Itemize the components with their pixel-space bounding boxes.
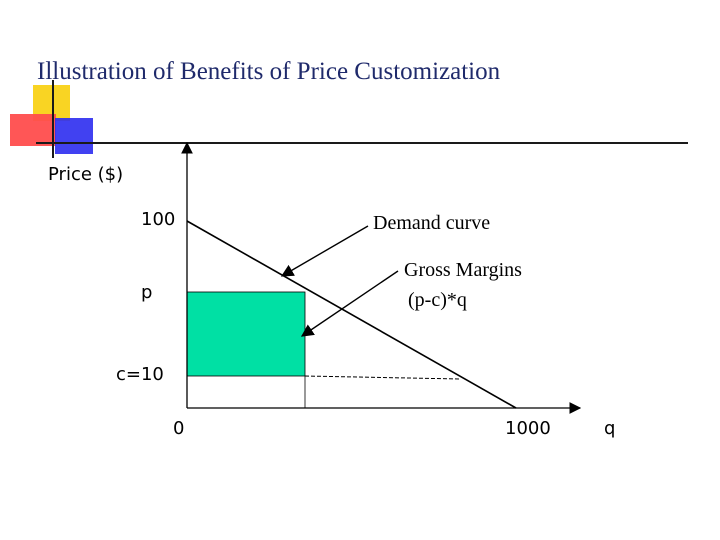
x-tick-0: 0	[173, 418, 185, 439]
gross-margins-formula: (p-c)*q	[408, 289, 467, 311]
margin-arrow	[300, 270, 399, 337]
demand-arrow	[280, 225, 369, 277]
decor-red-square	[10, 114, 56, 146]
x-axis-label: q	[604, 418, 616, 439]
y-tick-100: 100	[141, 209, 176, 230]
decor-blue-square	[55, 118, 93, 154]
title-underline	[36, 142, 688, 144]
gross-margins-label: Gross Margins	[404, 259, 522, 281]
gross-margin-area	[186, 291, 306, 377]
demand-curve	[186, 220, 517, 409]
demand-curve-label: Demand curve	[373, 212, 491, 234]
y-tick-c: c=10	[116, 364, 164, 385]
y-tick-p: p	[141, 282, 153, 303]
slide-title: Illustration of Benefits of Price Custom…	[37, 58, 501, 85]
y-axis-label: Price ($)	[48, 164, 124, 185]
cost-dashed-line	[304, 375, 461, 380]
x-tick-1000: 1000	[505, 418, 551, 439]
decor-vertical-rule	[52, 80, 54, 158]
